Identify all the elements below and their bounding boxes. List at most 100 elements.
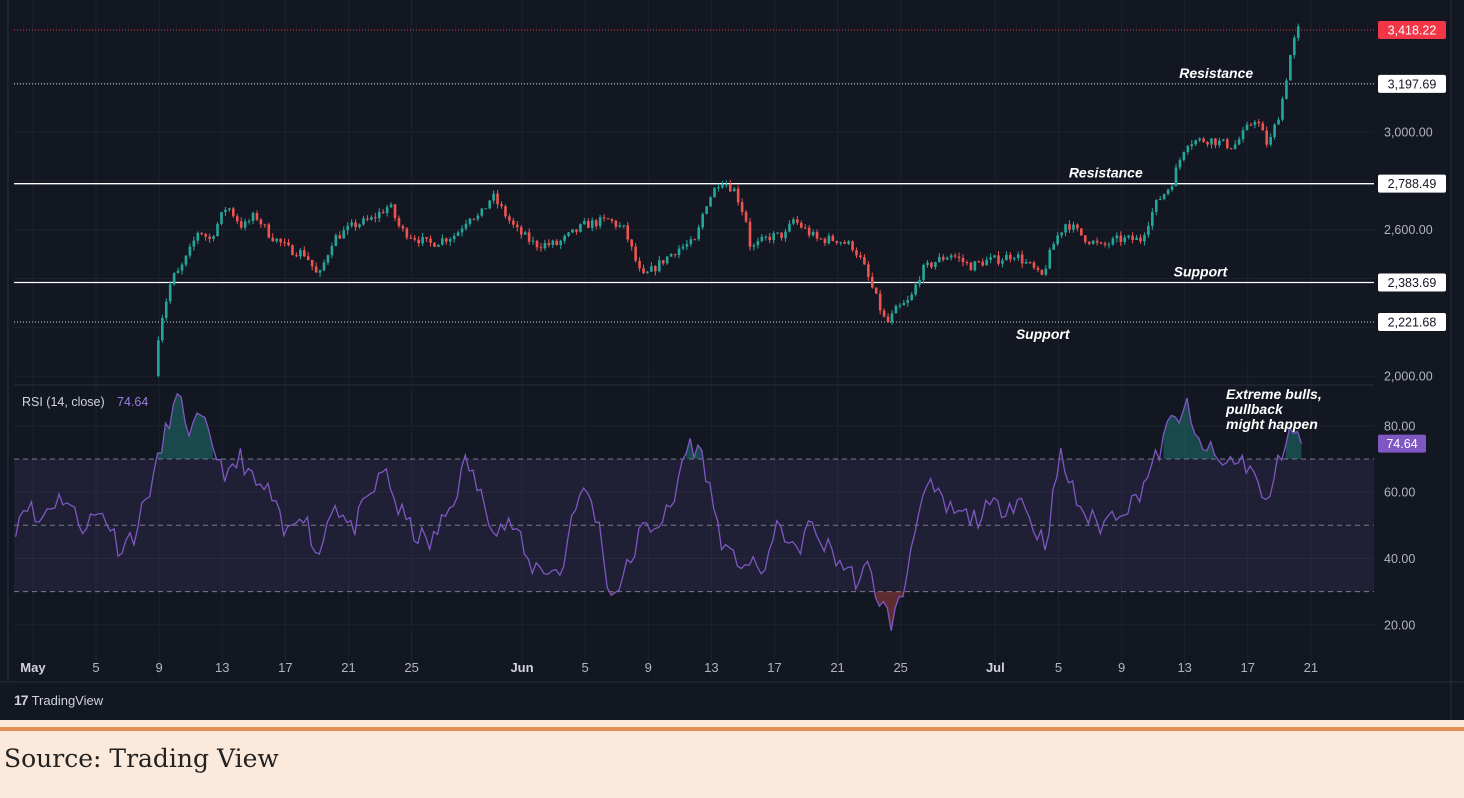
candle-body <box>634 246 637 261</box>
candle-body <box>492 193 495 201</box>
candle-body <box>689 239 693 245</box>
candle-body <box>1040 269 1044 275</box>
candle-body <box>1016 254 1020 259</box>
candle-body <box>772 233 775 241</box>
candle-body <box>437 244 440 247</box>
candle-body <box>263 224 267 226</box>
candle-body <box>1028 262 1032 264</box>
candle-body <box>184 255 188 265</box>
candle-body <box>1190 144 1194 147</box>
candle-body <box>945 257 949 260</box>
candle-body <box>736 188 740 203</box>
candle-body <box>575 229 578 232</box>
candle-body <box>598 217 602 227</box>
candle-body <box>1119 235 1123 243</box>
candle-body <box>1020 254 1024 264</box>
candle-body <box>200 232 204 235</box>
rsi-overbought-fill <box>157 393 1302 631</box>
candle-body <box>1048 249 1052 269</box>
candle-body <box>1261 123 1265 131</box>
rsi-extreme-fill <box>875 591 904 631</box>
candle-body <box>310 259 314 267</box>
candle-body <box>220 212 223 224</box>
candle-body <box>239 221 243 228</box>
candle-body <box>705 206 708 214</box>
time-tick-label: 13 <box>1177 660 1191 675</box>
time-tick-label: 13 <box>215 660 229 675</box>
candle-body <box>1186 146 1190 152</box>
candle-body <box>1296 26 1300 38</box>
candle-body <box>318 270 322 273</box>
candle-body <box>752 245 756 247</box>
candle-body <box>1233 144 1237 149</box>
candle-body <box>291 245 294 256</box>
candle-body <box>460 228 464 233</box>
candle-body <box>788 223 791 232</box>
candle-body <box>358 224 361 228</box>
support-resistance-levels <box>14 29 1374 323</box>
candle-body <box>938 256 941 263</box>
candle-body <box>373 217 377 219</box>
candle-body <box>799 222 803 228</box>
candle-body <box>444 238 448 242</box>
candle-body <box>504 206 507 217</box>
candle-body <box>523 232 527 235</box>
candle-body <box>413 237 417 240</box>
candle-body <box>760 236 764 242</box>
candle-body <box>843 242 846 244</box>
candle-body <box>926 262 929 265</box>
candle-body <box>1289 55 1292 81</box>
footer-bar <box>0 682 1464 720</box>
candle-body <box>232 208 235 217</box>
candle-body <box>247 220 251 222</box>
candle-body <box>1202 138 1205 142</box>
candle-body <box>650 266 653 272</box>
candle-body <box>1012 258 1016 260</box>
candle-body <box>657 260 661 272</box>
time-tick-label: 25 <box>893 660 907 675</box>
candle-body <box>1087 241 1091 244</box>
candle-body <box>1127 235 1130 238</box>
candle-body <box>590 220 594 228</box>
candle-body <box>196 232 200 241</box>
candle-body <box>322 262 326 271</box>
candle-body <box>776 232 779 234</box>
candle-body <box>874 287 878 294</box>
candle-body <box>839 242 843 244</box>
candle-body <box>701 213 704 228</box>
candle-body <box>204 234 207 237</box>
level-annotation: Support <box>1174 263 1229 279</box>
candle-body <box>764 236 768 238</box>
price-tick-label: 2,600.00 <box>1384 223 1433 237</box>
candle-body <box>172 273 176 285</box>
candle-body <box>894 305 898 314</box>
time-tick-label: 5 <box>582 660 589 675</box>
candle-body <box>638 260 641 269</box>
level-annotation: Resistance <box>1069 165 1143 181</box>
candle-body <box>456 232 460 236</box>
candle-body <box>271 237 275 242</box>
candle-body <box>1064 224 1067 233</box>
time-tick-label: 9 <box>156 660 163 675</box>
candle-body <box>792 219 795 224</box>
level-price-label: 3,197.69 <box>1388 77 1437 91</box>
price-chart: Resistance Resistance Support Support Extrem… <box>0 0 1464 720</box>
candle-body <box>275 238 278 242</box>
candle-body <box>1194 140 1198 145</box>
candle-body <box>1273 124 1276 138</box>
candle-body <box>815 231 819 239</box>
candle-body <box>306 256 310 260</box>
candle-body <box>867 264 870 277</box>
candle-body <box>977 261 981 263</box>
candlestick-series <box>157 23 1300 378</box>
rsi-line <box>14 392 1303 631</box>
candle-body <box>768 236 772 241</box>
candle-body <box>646 271 649 274</box>
candle-body <box>448 239 452 242</box>
candle-body <box>693 239 697 241</box>
time-tick-label: 21 <box>830 660 844 675</box>
candle-body <box>370 217 373 220</box>
candle-body <box>441 238 444 245</box>
candle-body <box>161 317 164 341</box>
candle-body <box>330 245 334 256</box>
